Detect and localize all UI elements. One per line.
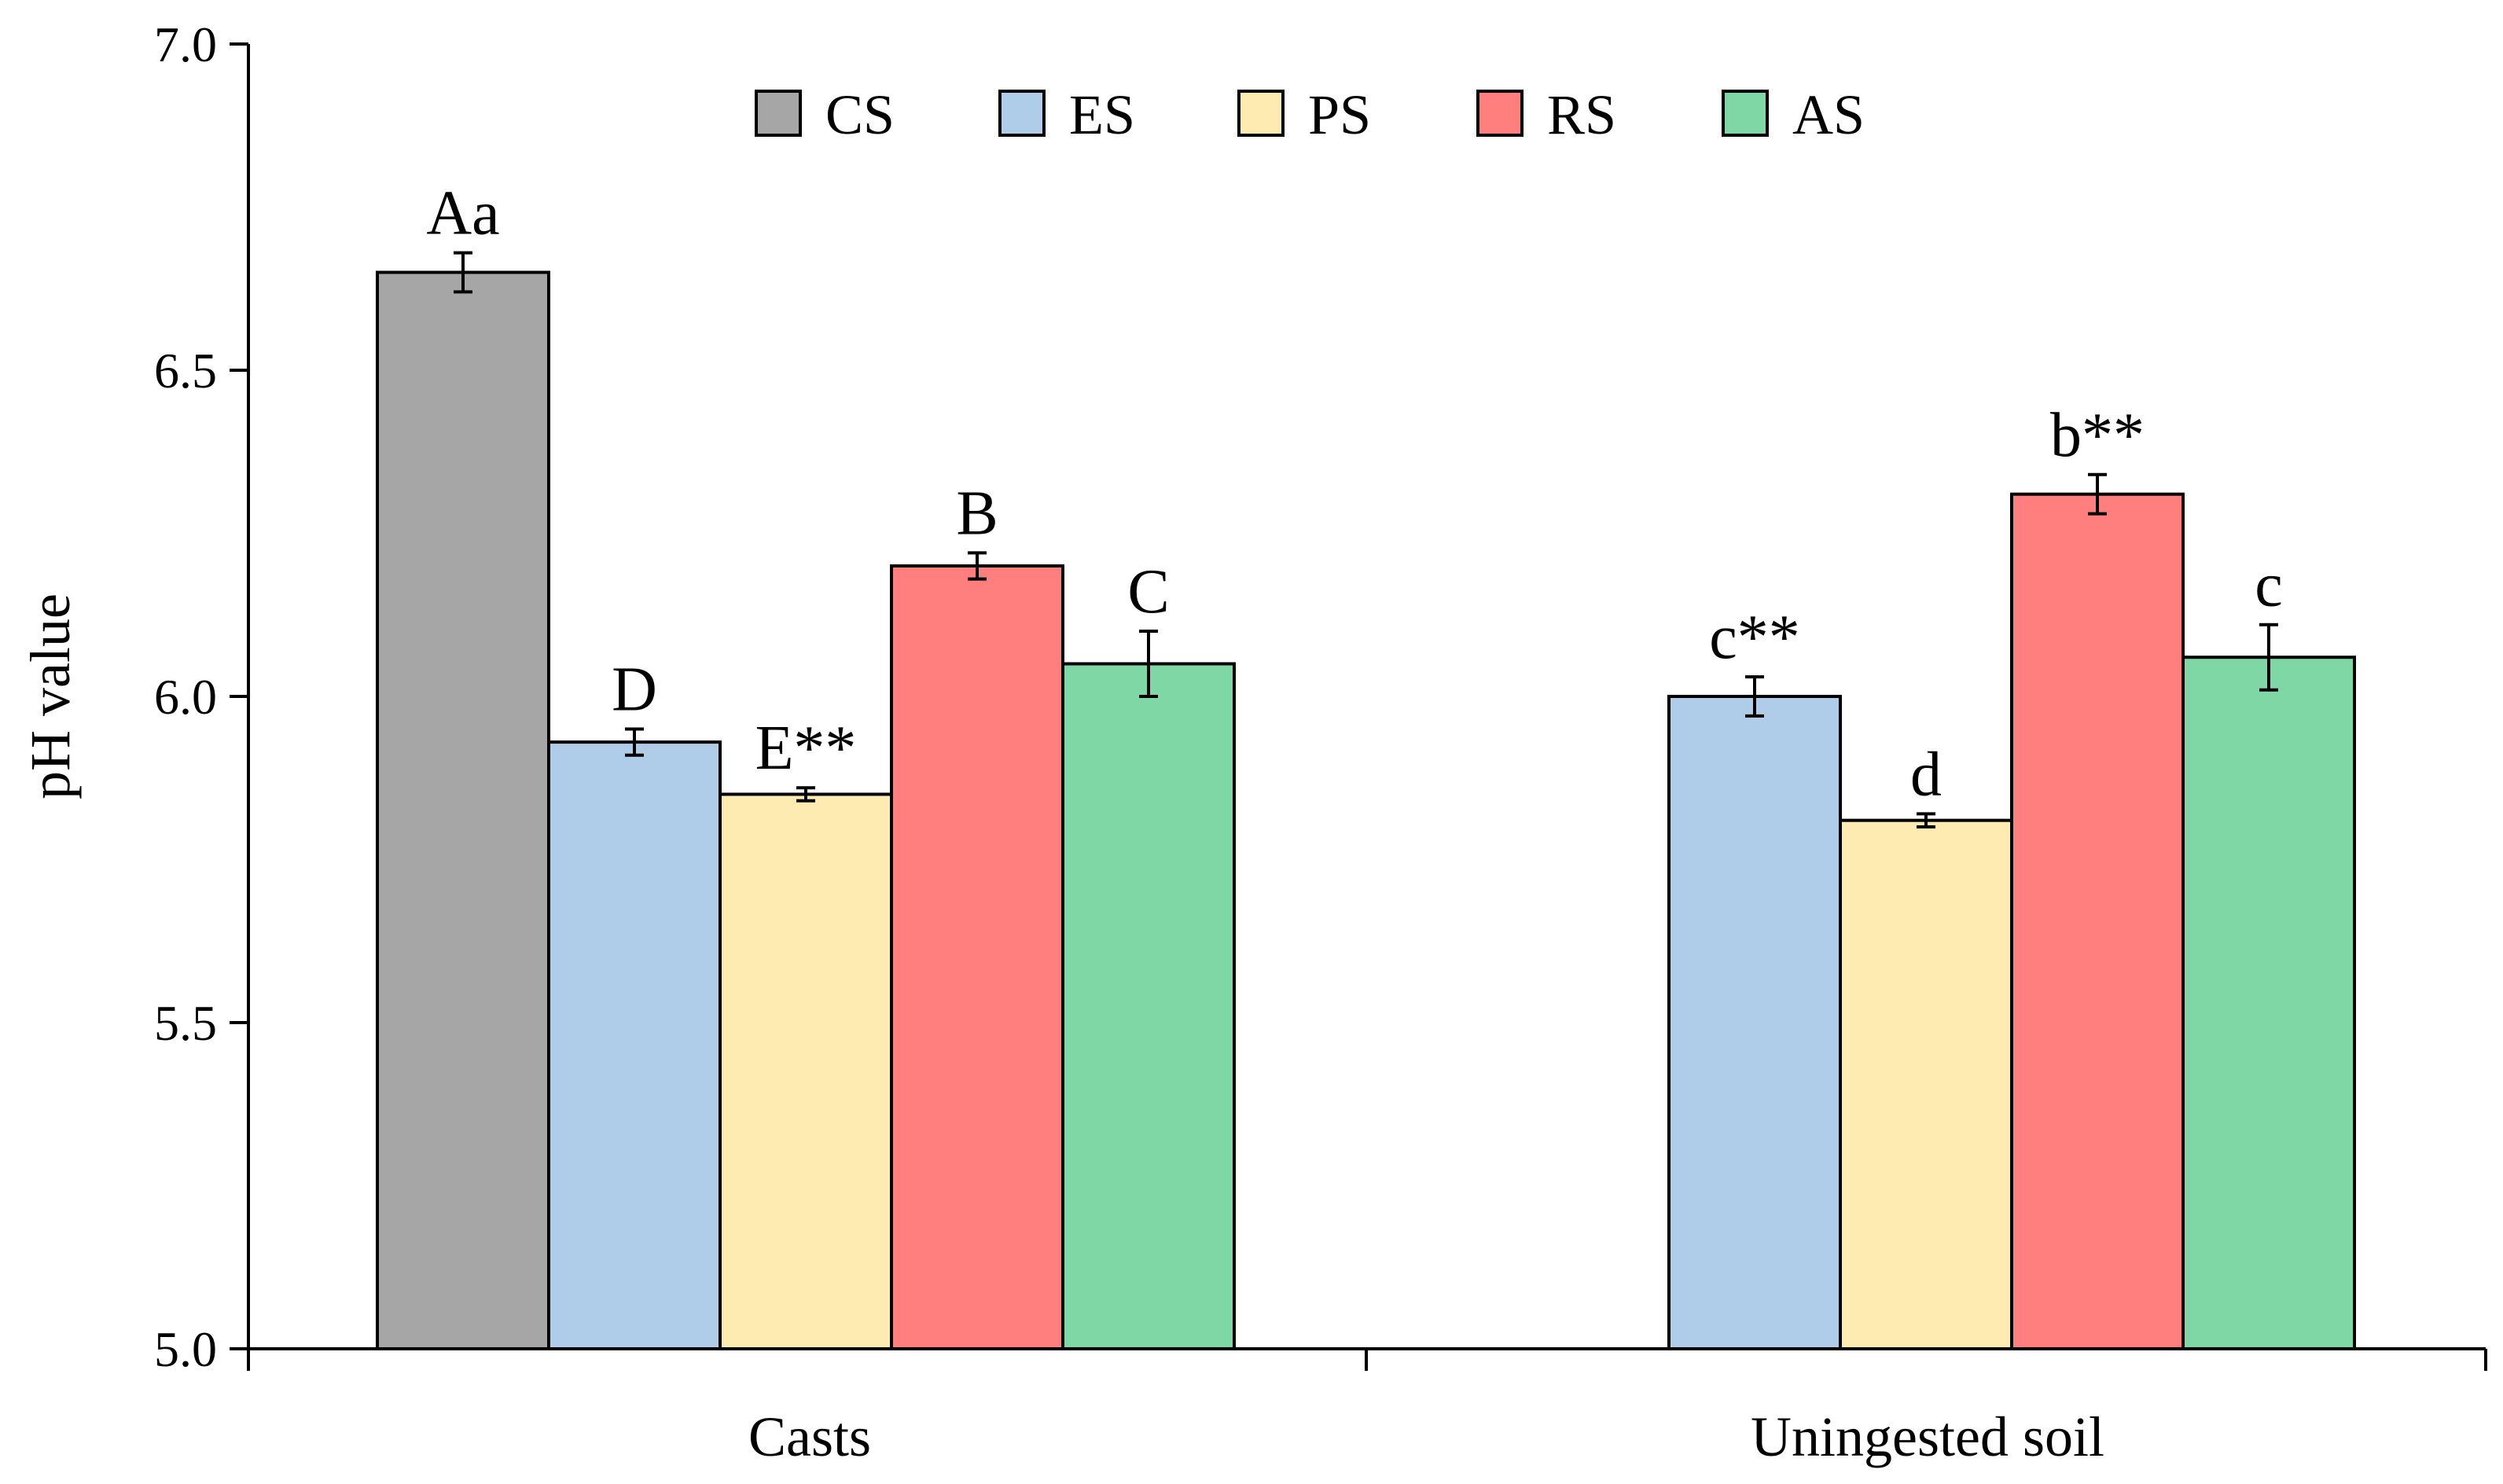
legend-swatch <box>1237 90 1285 137</box>
x-axis: Casts Uningested soil <box>247 1347 2487 1468</box>
x-category-label: Uningested soil <box>1751 1405 2104 1468</box>
legend: CS ES PS RS AS <box>755 83 1865 146</box>
legend-item-rs: RS <box>1476 83 1616 146</box>
bar-es <box>547 740 722 1350</box>
legend-swatch <box>1476 90 1523 137</box>
legend-item-cs: CS <box>755 83 895 146</box>
bar-cs <box>376 270 550 1350</box>
bar-data-label: Aa <box>426 179 499 248</box>
legend-item-as: AS <box>1722 83 1865 146</box>
y-tick-label: 6.5 <box>154 343 217 399</box>
bar-data-label: D <box>612 656 657 725</box>
legend-label: ES <box>1069 83 1135 146</box>
bar-rs <box>890 564 1064 1350</box>
bar-data-label: C <box>1127 557 1169 626</box>
y-tick-label: 7.0 <box>154 17 217 72</box>
legend-item-es: ES <box>998 83 1135 146</box>
legend-label: AS <box>1792 83 1865 146</box>
legend-item-ps: PS <box>1237 83 1371 146</box>
legend-label: RS <box>1547 83 1616 146</box>
bar-data-label: d <box>1910 740 1942 809</box>
bar-es <box>1667 695 1842 1350</box>
bar-ps <box>1839 818 2013 1350</box>
bar-group-uningested-soil: c** d b** c <box>1667 401 2356 1351</box>
legend-swatch <box>755 90 802 137</box>
bar-data-label: E** <box>755 714 857 783</box>
y-tick-label: 6.0 <box>154 669 217 725</box>
y-tick-label: 5.5 <box>154 995 217 1051</box>
bar-as <box>1061 662 1236 1350</box>
bar-rs <box>2010 492 2185 1351</box>
bar-data-label: c** <box>1709 603 1800 672</box>
legend-label: PS <box>1308 83 1371 146</box>
y-axis-label: pH value <box>19 593 82 799</box>
legend-swatch <box>1722 90 1769 137</box>
legend-label: CS <box>825 83 895 146</box>
bar-as <box>2181 656 2356 1350</box>
bar-ps <box>719 792 893 1350</box>
x-category-label: Casts <box>748 1405 871 1468</box>
bar-data-label: B <box>956 479 998 548</box>
y-axis: 5.0 5.5 6.0 6.5 7.0 pH value <box>19 17 250 1377</box>
bar-data-label: c <box>2255 551 2283 620</box>
bar-data-label: b** <box>2050 401 2145 470</box>
legend-swatch <box>998 90 1046 137</box>
y-tick-label: 5.0 <box>154 1321 217 1377</box>
bar-group-casts: Aa D E** B C <box>376 179 1236 1350</box>
